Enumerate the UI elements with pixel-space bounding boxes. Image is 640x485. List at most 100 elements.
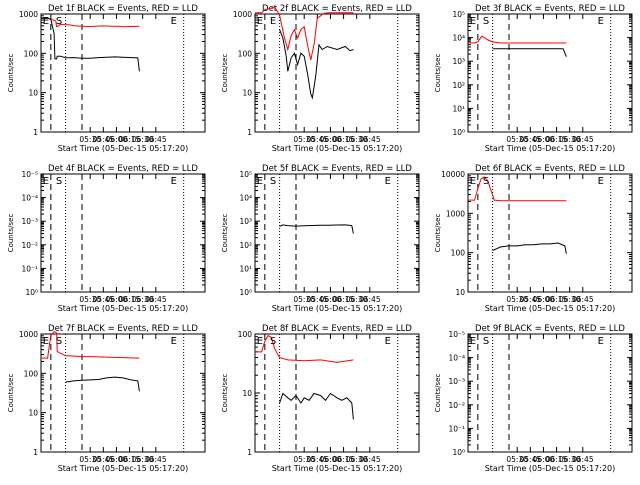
chart-title: Det 3f BLACK = Events, RED = LLD xyxy=(475,4,625,14)
event-marker-label: S xyxy=(270,336,276,347)
event-marker-label: S xyxy=(56,176,62,187)
y-tick-label: 1 xyxy=(247,128,252,137)
x-tick-label: 06:45 xyxy=(359,135,381,144)
chart-title: Det 7f BLACK = Events, RED = LLD xyxy=(48,324,198,334)
event-marker-label: E xyxy=(257,16,263,27)
x-tick-label: 06:15 xyxy=(546,455,568,464)
lld-series-line xyxy=(255,6,354,61)
x-tick-label: 06:15 xyxy=(119,295,141,304)
y-tick-label: 10¹ xyxy=(239,264,252,273)
event-marker-label: E xyxy=(470,16,476,27)
x-tick-label: 06:45 xyxy=(359,455,381,464)
event-marker-label: S xyxy=(56,16,62,27)
x-tick-label: 05:30 xyxy=(293,295,315,304)
y-axis-label: Counts/sec xyxy=(434,54,442,93)
x-tick-label: 06:30 xyxy=(559,295,581,304)
y-tick-label: 10⁻² xyxy=(448,401,465,410)
event-marker-label: E xyxy=(598,336,604,347)
chart-panel-3: Det 3f BLACK = Events, RED = LLD 10⁰ 10¹ 10… xyxy=(434,4,633,153)
x-axis-label: Start Time (05-Dec-15 05:17:20) xyxy=(58,304,189,313)
x-tick-label: 06:45 xyxy=(145,455,167,464)
x-tick-label: 06:00 xyxy=(533,135,555,144)
x-tick-label: 06:15 xyxy=(119,135,141,144)
chart-panel-8: Det 8f BLACK = Events, RED = LLD 1 10 100 05… xyxy=(221,324,420,473)
x-tick-label: 05:30 xyxy=(506,135,528,144)
events-series-line xyxy=(279,29,354,100)
plot-frame xyxy=(40,13,206,133)
y-tick-label: 100 xyxy=(238,49,253,58)
x-tick-label: 05:45 xyxy=(307,135,329,144)
y-tick-label: 1 xyxy=(33,448,38,457)
x-axis-label: Start Time (05-Dec-15 05:17:20) xyxy=(485,144,616,153)
chart-title: Det 4f BLACK = Events, RED = LLD xyxy=(48,164,198,174)
event-marker-label: E xyxy=(171,176,177,187)
x-tick-label: 06:00 xyxy=(533,455,555,464)
plot-frame xyxy=(467,13,633,133)
lld-series-line xyxy=(41,17,140,28)
chart-panel-4: Det 4f BLACK = Events, RED = LLD 10⁰ 10⁻¹ 1… xyxy=(7,164,206,313)
y-tick-label: 100 xyxy=(24,49,39,58)
y-tick-label: 1000 xyxy=(19,330,38,339)
chart-title: Det 9f BLACK = Events, RED = LLD xyxy=(475,324,625,334)
x-tick-label: 05:45 xyxy=(307,295,329,304)
lld-series-line xyxy=(468,176,567,202)
events-series-line xyxy=(279,224,354,234)
event-marker-label: E xyxy=(43,16,49,27)
x-tick-label: 05:45 xyxy=(520,135,542,144)
chart-panel-2: Det 2f BLACK = Events, RED = LLD 1 10 100 10… xyxy=(221,4,420,153)
event-marker-label: E xyxy=(470,336,476,347)
y-tick-label: 10² xyxy=(239,241,252,250)
x-axis-label: Start Time (05-Dec-15 05:17:20) xyxy=(272,464,403,473)
y-tick-label: 10⁻³ xyxy=(448,377,465,386)
x-tick-label: 06:30 xyxy=(132,295,154,304)
event-marker-label: E xyxy=(171,16,177,27)
event-marker-label: E xyxy=(171,336,177,347)
x-tick-label: 06:00 xyxy=(533,295,555,304)
events-series-line xyxy=(65,376,140,392)
lld-series-line xyxy=(468,35,567,44)
x-tick-label: 06:00 xyxy=(106,295,128,304)
x-tick-label: 06:45 xyxy=(145,135,167,144)
y-tick-label: 10 xyxy=(455,288,465,297)
event-marker-label: E xyxy=(257,336,263,347)
x-tick-label: 06:45 xyxy=(572,455,594,464)
lld-series-line xyxy=(41,330,140,359)
x-axis-label: Start Time (05-Dec-15 05:17:20) xyxy=(272,304,403,313)
y-tick-label: 10⁻⁴ xyxy=(21,194,38,203)
x-tick-label: 06:15 xyxy=(546,135,568,144)
x-tick-label: 06:30 xyxy=(346,455,368,464)
x-tick-label: 06:45 xyxy=(572,135,594,144)
y-tick-label: 100 xyxy=(24,369,39,378)
x-tick-label: 05:45 xyxy=(93,295,115,304)
x-axis-label: Start Time (05-Dec-15 05:17:20) xyxy=(272,144,403,153)
x-tick-label: 06:30 xyxy=(559,135,581,144)
y-axis-label: Counts/sec xyxy=(434,374,442,413)
y-tick-label: 1 xyxy=(247,448,252,457)
y-axis-label: Counts/sec xyxy=(7,214,15,253)
x-tick-label: 06:45 xyxy=(145,295,167,304)
y-tick-label: 10⁻¹ xyxy=(21,264,38,273)
y-axis-label: Counts/sec xyxy=(7,54,15,93)
x-tick-label: 06:15 xyxy=(119,455,141,464)
y-tick-label: 10 xyxy=(28,409,38,418)
event-marker-label: S xyxy=(483,336,489,347)
x-tick-label: 05:45 xyxy=(307,455,329,464)
y-tick-label: 10⁴ xyxy=(452,34,465,43)
chart-panel-6: Det 6f BLACK = Events, RED = LLD 10 100 100… xyxy=(434,164,633,313)
events-series-line xyxy=(492,242,567,254)
x-tick-label: 05:30 xyxy=(293,135,315,144)
y-tick-label: 10000 xyxy=(441,170,465,179)
x-axis-label: Start Time (05-Dec-15 05:17:20) xyxy=(485,464,616,473)
x-axis-label: Start Time (05-Dec-15 05:17:20) xyxy=(485,304,616,313)
x-tick-label: 06:30 xyxy=(132,455,154,464)
y-tick-label: 10⁰ xyxy=(452,448,465,457)
chart-panel-1: Det 1f BLACK = Events, RED = LLD 1 10 100 10… xyxy=(7,4,206,153)
y-tick-label: 10¹ xyxy=(452,104,465,113)
events-series-line xyxy=(492,48,567,57)
x-tick-label: 06:00 xyxy=(106,135,128,144)
y-tick-label: 1000 xyxy=(233,10,252,19)
y-tick-label: 10⁰ xyxy=(25,288,38,297)
plot-frame xyxy=(254,333,420,453)
y-axis-label: Counts/sec xyxy=(221,54,229,93)
chart-title: Det 8f BLACK = Events, RED = LLD xyxy=(262,324,412,334)
